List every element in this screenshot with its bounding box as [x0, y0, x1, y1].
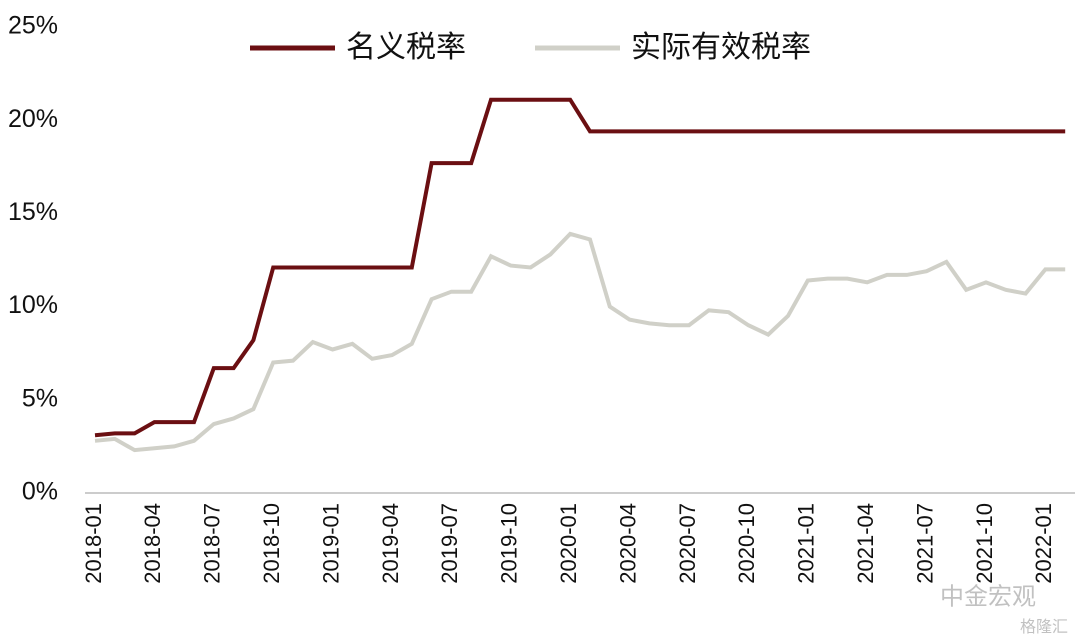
y-tick-label: 20% — [8, 105, 58, 133]
x-tick-label: 2019-10 — [497, 503, 522, 584]
line-series — [94, 97, 1066, 438]
x-tick-label: 2021-01 — [794, 503, 819, 584]
y-tick-label: 10% — [8, 291, 58, 319]
x-tick-label: 2020-04 — [615, 503, 640, 584]
legend-label: 名义税率 — [346, 31, 466, 64]
x-tick-label: 2018-10 — [259, 503, 284, 584]
x-tick-label: 2020-01 — [556, 503, 581, 584]
x-tick-label: 2022-01 — [1031, 503, 1056, 584]
x-tick-label: 2021-07 — [912, 503, 937, 584]
x-tick-label: 2018-04 — [140, 503, 165, 584]
legend-label: 实际有效税率 — [631, 31, 811, 64]
x-tick-label: 2021-04 — [853, 503, 878, 584]
y-tick-label: 0% — [22, 478, 58, 506]
x-tick-label: 2018-07 — [200, 503, 225, 584]
watermark: 中金宏观 — [940, 583, 1036, 610]
y-tick-label: 5% — [22, 384, 58, 412]
x-tick-label: 2019-01 — [318, 503, 343, 584]
x-tick-label: 2021-10 — [972, 503, 997, 584]
x-tick-label: 2019-07 — [437, 503, 462, 584]
x-tick-label: 2019-04 — [378, 503, 403, 584]
x-tick-label: 2018-01 — [81, 503, 106, 584]
watermark: 格隆汇 — [1020, 618, 1068, 636]
line-series — [94, 231, 1066, 453]
x-tick-label: 2020-10 — [734, 503, 759, 584]
y-tick-label: 15% — [8, 198, 58, 226]
y-tick-label: 25% — [8, 12, 58, 40]
x-tick-label: 2020-07 — [675, 503, 700, 584]
